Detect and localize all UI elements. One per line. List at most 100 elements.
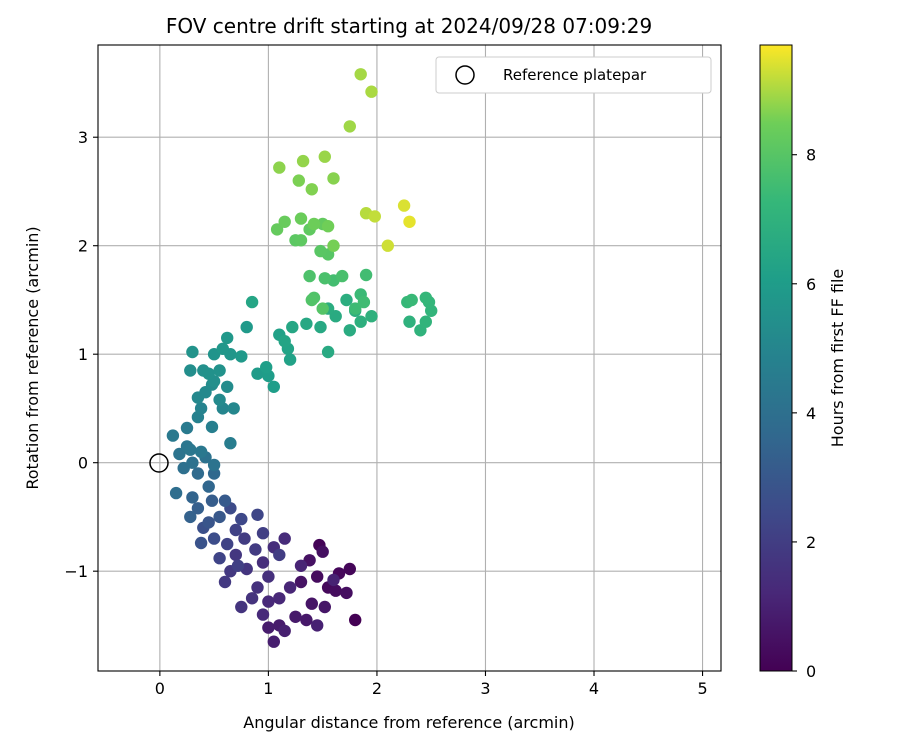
colorbar-ticks: 0 2 4 6 8 bbox=[792, 146, 816, 681]
data-point bbox=[186, 456, 199, 469]
y-tick-label: −1 bbox=[64, 562, 88, 581]
data-point bbox=[273, 161, 286, 174]
data-point bbox=[249, 543, 262, 556]
data-point bbox=[381, 239, 394, 252]
data-point bbox=[173, 447, 186, 461]
data-point bbox=[216, 342, 229, 355]
colorbar-tick-label: 4 bbox=[806, 404, 816, 423]
data-point bbox=[191, 502, 205, 515]
data-point bbox=[169, 486, 183, 500]
data-point bbox=[321, 220, 335, 233]
data-point bbox=[221, 537, 234, 551]
data-point bbox=[235, 600, 248, 614]
x-tick-label: 3 bbox=[480, 679, 490, 698]
data-point bbox=[294, 559, 308, 572]
data-point bbox=[316, 545, 329, 558]
colorbar-tick-label: 2 bbox=[806, 533, 816, 552]
data-point bbox=[245, 592, 259, 605]
data-point bbox=[267, 380, 280, 393]
data-point bbox=[343, 120, 356, 133]
data-point bbox=[194, 536, 208, 550]
data-point bbox=[278, 532, 291, 545]
data-point bbox=[184, 443, 197, 456]
data-point bbox=[260, 361, 273, 374]
x-tick-label: 5 bbox=[697, 679, 707, 698]
y-tick-label: 1 bbox=[78, 345, 88, 364]
y-tick-label: 2 bbox=[78, 237, 88, 256]
data-point bbox=[303, 269, 316, 283]
data-point bbox=[357, 295, 371, 309]
data-point bbox=[300, 613, 313, 627]
data-point bbox=[329, 584, 342, 597]
data-point bbox=[311, 619, 324, 632]
colorbar-tick-label: 8 bbox=[806, 146, 816, 165]
data-point bbox=[365, 85, 378, 98]
data-point bbox=[213, 393, 226, 406]
data-point bbox=[419, 291, 432, 304]
x-tick-label: 0 bbox=[155, 679, 165, 698]
data-point bbox=[294, 212, 308, 225]
data-point bbox=[296, 154, 310, 168]
data-point bbox=[240, 320, 253, 334]
data-point bbox=[207, 458, 221, 472]
data-point bbox=[340, 586, 353, 600]
data-point bbox=[251, 581, 264, 594]
data-point bbox=[238, 532, 251, 545]
data-point bbox=[305, 597, 318, 610]
grid-lines bbox=[98, 45, 721, 671]
data-point bbox=[305, 293, 318, 307]
data-point bbox=[256, 527, 270, 540]
data-point bbox=[336, 269, 349, 283]
x-tick-label: 4 bbox=[589, 679, 599, 698]
data-point bbox=[365, 310, 378, 323]
data-point bbox=[227, 402, 240, 415]
data-point bbox=[292, 174, 305, 187]
data-point bbox=[213, 552, 226, 565]
data-point bbox=[327, 573, 340, 587]
data-point bbox=[184, 364, 197, 377]
data-point bbox=[221, 380, 234, 393]
data-point bbox=[294, 234, 308, 247]
data-point bbox=[329, 310, 342, 323]
data-point bbox=[340, 293, 353, 307]
data-point bbox=[278, 624, 291, 638]
plot-area-frame bbox=[97, 44, 722, 672]
data-point bbox=[184, 510, 197, 524]
data-point bbox=[235, 350, 248, 363]
data-point bbox=[262, 570, 275, 583]
x-axis-label: Angular distance from reference (arcmin) bbox=[243, 713, 574, 732]
data-point bbox=[191, 467, 205, 480]
data-point bbox=[202, 480, 215, 493]
data-point bbox=[405, 293, 418, 307]
data-point bbox=[213, 364, 226, 377]
x-tick-label: 2 bbox=[372, 679, 382, 698]
data-point bbox=[224, 437, 237, 450]
chart-title: FOV centre drift starting at 2024/09/28 … bbox=[166, 14, 652, 38]
y-axis-ticks: −1 0 1 2 3 bbox=[64, 128, 98, 581]
data-point bbox=[262, 621, 275, 634]
data-point bbox=[235, 512, 248, 526]
data-point bbox=[349, 302, 362, 315]
data-point bbox=[194, 402, 208, 415]
data-point bbox=[251, 508, 264, 521]
data-point bbox=[343, 324, 356, 337]
data-point bbox=[202, 367, 215, 380]
data-point bbox=[403, 315, 416, 328]
data-point bbox=[273, 592, 286, 605]
data-point bbox=[283, 581, 297, 594]
data-point bbox=[202, 516, 215, 529]
data-points bbox=[166, 68, 438, 648]
data-point bbox=[318, 600, 331, 614]
x-axis-ticks: 0 1 2 3 4 5 bbox=[155, 671, 708, 698]
data-point bbox=[419, 315, 432, 328]
data-point bbox=[349, 613, 362, 627]
data-point bbox=[270, 223, 284, 236]
data-point bbox=[229, 548, 242, 562]
data-point bbox=[180, 421, 194, 435]
data-point bbox=[186, 345, 199, 359]
data-point bbox=[318, 150, 331, 163]
legend: Reference platepar bbox=[435, 56, 712, 94]
data-point bbox=[256, 608, 270, 621]
